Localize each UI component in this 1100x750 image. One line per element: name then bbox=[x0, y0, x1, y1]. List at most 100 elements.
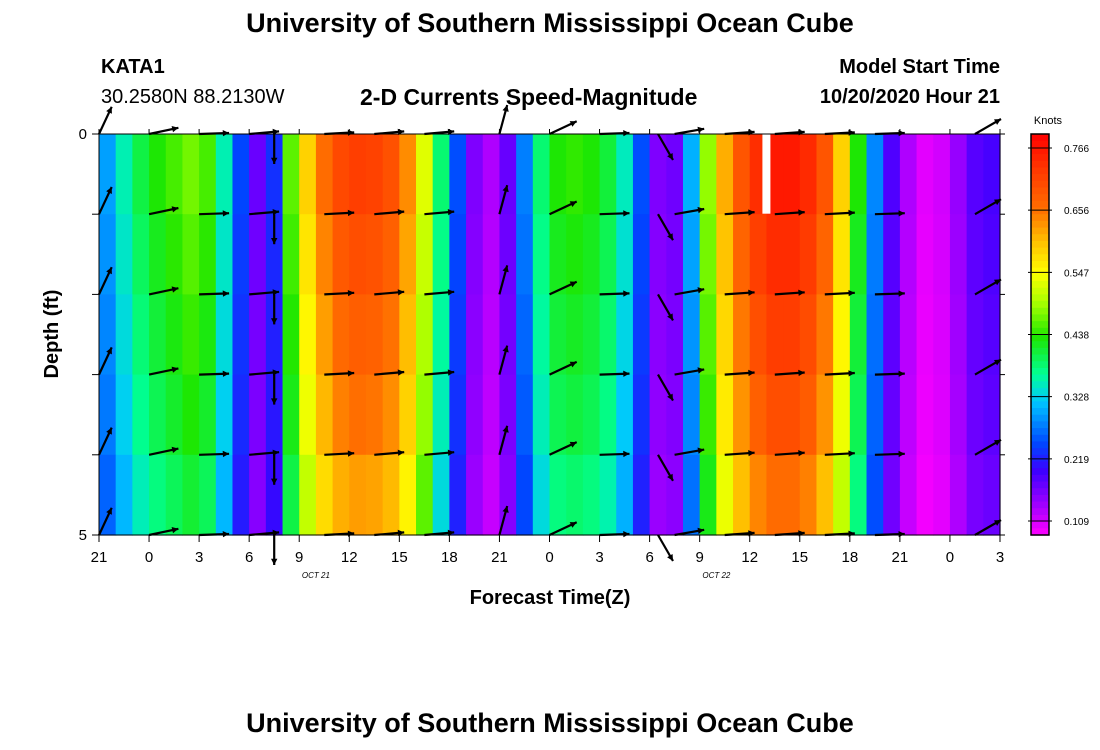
heatmap-cell bbox=[682, 294, 701, 376]
heatmap-cell bbox=[766, 134, 784, 215]
heatmap-cell bbox=[432, 134, 450, 215]
heatmap-cell bbox=[933, 454, 951, 536]
heatmap-cell bbox=[482, 134, 501, 215]
current-arrow bbox=[249, 289, 280, 296]
current-arrow bbox=[324, 290, 355, 297]
page-title: University of Southern Mississippi Ocean… bbox=[246, 8, 854, 38]
heatmap-cell bbox=[299, 374, 317, 456]
heatmap-cell bbox=[666, 374, 684, 456]
current-arrow bbox=[498, 345, 509, 375]
heatmap-cell bbox=[232, 374, 250, 456]
current-arrow bbox=[549, 521, 578, 536]
current-arrow bbox=[674, 367, 705, 376]
heatmap-cell bbox=[516, 294, 534, 376]
colorbar-swatch bbox=[1031, 367, 1049, 376]
current-arrow bbox=[974, 118, 1002, 135]
heatmap-cell bbox=[265, 294, 284, 376]
heatmap-cell bbox=[532, 214, 551, 295]
colorbar-swatch bbox=[1031, 408, 1049, 416]
heatmap-cell bbox=[566, 214, 584, 295]
heatmap-cell bbox=[816, 294, 834, 376]
colorbar-swatch bbox=[1031, 207, 1049, 215]
current-arrow bbox=[549, 200, 578, 216]
current-arrow bbox=[774, 209, 805, 216]
heatmap-cell bbox=[466, 214, 484, 295]
heatmap-cell bbox=[966, 214, 984, 295]
x-tick-label: 9 bbox=[695, 549, 703, 566]
current-arrow bbox=[874, 450, 905, 458]
heatmap-cell bbox=[265, 454, 284, 536]
colorbar-swatch bbox=[1031, 154, 1049, 162]
current-arrow bbox=[148, 126, 179, 136]
heatmap-cell bbox=[733, 374, 751, 456]
heatmap-cell bbox=[132, 454, 150, 536]
heatmap-cell bbox=[733, 134, 751, 215]
current-arrow bbox=[199, 290, 230, 297]
heatmap-cell bbox=[582, 454, 601, 536]
heatmap-cell bbox=[365, 134, 384, 215]
heatmap-cell bbox=[516, 134, 534, 215]
colorbar-swatch bbox=[1031, 260, 1049, 269]
heatmap-cell bbox=[99, 214, 117, 295]
colorbar-swatch bbox=[1031, 227, 1049, 235]
colorbar-swatch bbox=[1031, 508, 1049, 516]
colorbar-swatch bbox=[1031, 234, 1049, 242]
heatmap-cell bbox=[416, 214, 434, 295]
heatmap-cell bbox=[165, 454, 184, 536]
x-tick-label: 15 bbox=[791, 549, 808, 566]
colorbar-swatch bbox=[1031, 468, 1049, 476]
current-arrow bbox=[374, 369, 405, 376]
current-arrow bbox=[774, 369, 805, 377]
heatmap-cell bbox=[766, 374, 784, 456]
x-axis-label: Forecast Time(Z) bbox=[470, 587, 631, 609]
heatmap-cell bbox=[466, 454, 484, 536]
current-arrow bbox=[271, 214, 278, 245]
heatmap-cell bbox=[666, 454, 684, 536]
heatmap-cell bbox=[532, 454, 551, 536]
heatmap-cell bbox=[265, 214, 284, 295]
heatmap-cell bbox=[566, 454, 584, 536]
current-arrow bbox=[599, 450, 630, 458]
heatmap-cell bbox=[783, 454, 801, 536]
heatmap-cell bbox=[332, 454, 350, 536]
heatmap-cell bbox=[682, 454, 701, 536]
heatmap-cell bbox=[99, 374, 117, 456]
colorbar-label: Knots bbox=[1034, 115, 1063, 127]
heatmap-cell bbox=[549, 134, 567, 215]
current-arrows bbox=[98, 104, 1002, 565]
current-arrow bbox=[271, 454, 278, 485]
heatmap-cell bbox=[866, 294, 884, 376]
heatmap-cell bbox=[632, 134, 651, 215]
heatmap-cell bbox=[399, 294, 417, 376]
heatmap-cell bbox=[382, 294, 400, 376]
heatmap-cell bbox=[616, 214, 634, 295]
heatmap-cell bbox=[799, 214, 818, 295]
current-arrow bbox=[324, 450, 355, 457]
heatmap-cell bbox=[315, 214, 334, 295]
heatmap-cell bbox=[532, 374, 551, 456]
heatmap-cell bbox=[282, 294, 300, 376]
heatmap-cell bbox=[215, 454, 234, 536]
heatmap-cell bbox=[582, 214, 601, 295]
current-arrow bbox=[599, 210, 630, 217]
current-arrow bbox=[424, 209, 455, 216]
heatmap-cell bbox=[632, 454, 651, 536]
heatmap-cell bbox=[149, 374, 167, 456]
heatmap-cell bbox=[682, 134, 701, 215]
colorbar-swatch bbox=[1031, 494, 1049, 503]
heatmap-cell bbox=[299, 134, 317, 215]
heatmap-cell bbox=[649, 214, 667, 295]
heatmap-cell bbox=[899, 454, 918, 536]
heatmap-cell bbox=[349, 374, 367, 456]
colorbar-swatch bbox=[1031, 347, 1049, 356]
heatmap-cell bbox=[866, 134, 884, 215]
heatmap-cell bbox=[833, 374, 851, 456]
current-arrow bbox=[824, 450, 855, 457]
current-arrow bbox=[657, 213, 674, 241]
current-arrow bbox=[498, 505, 509, 536]
station-coordinates: 30.2580N 88.2130W bbox=[101, 86, 285, 108]
heatmap-cell bbox=[99, 134, 117, 215]
current-arrow bbox=[874, 370, 905, 377]
heatmap-cell bbox=[766, 454, 784, 536]
heatmap-cell bbox=[282, 214, 300, 295]
